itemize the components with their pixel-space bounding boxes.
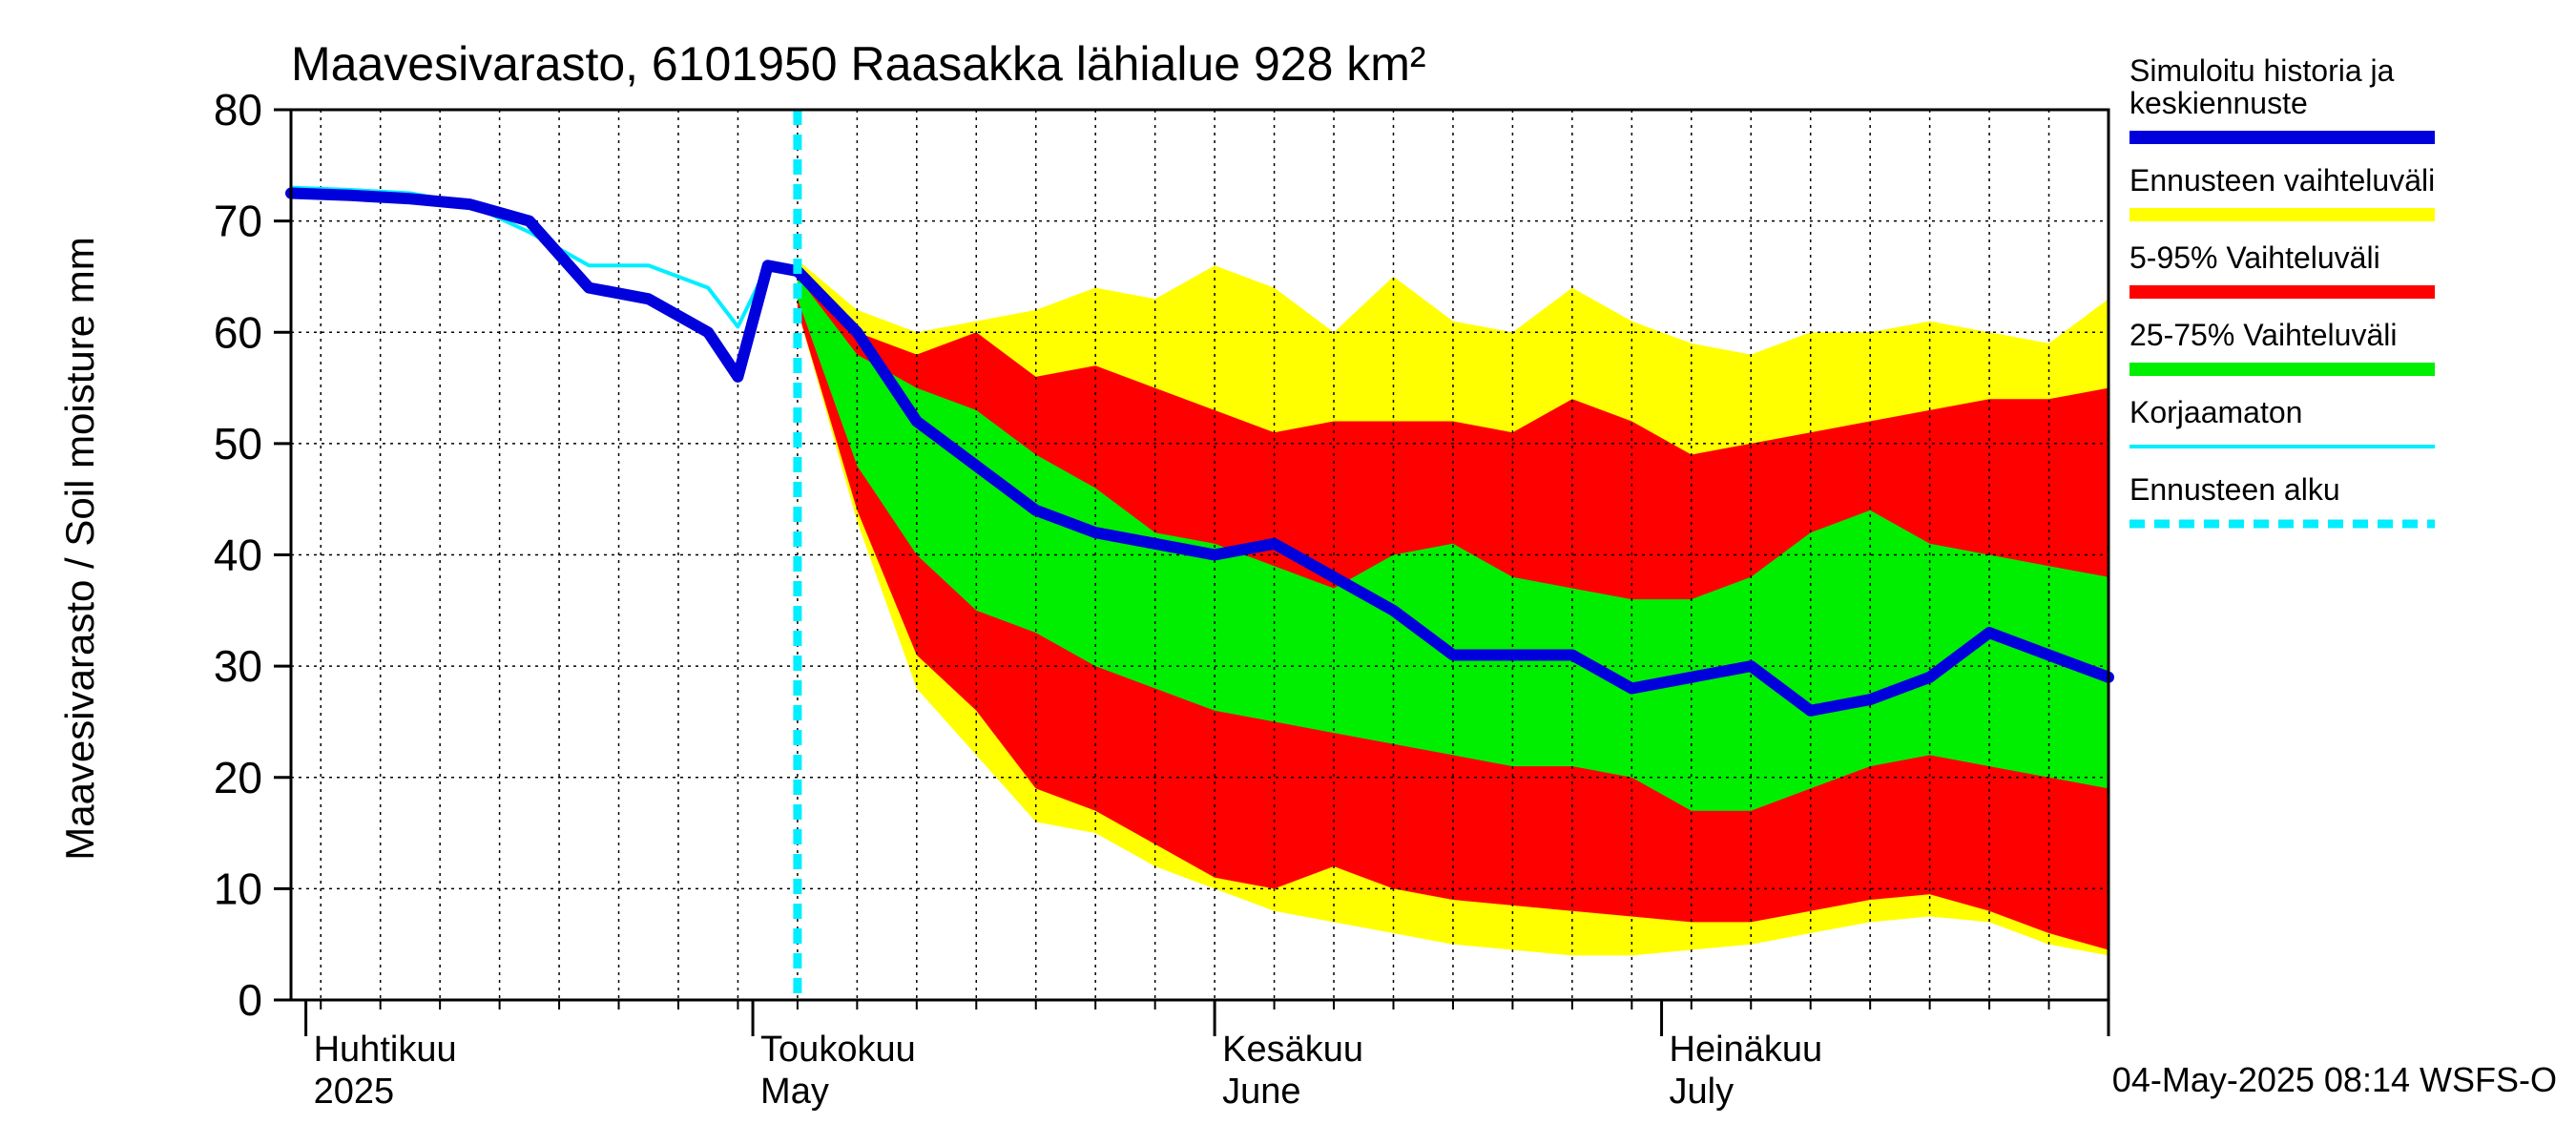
legend-label: Simuloitu historia ja xyxy=(2129,53,2395,88)
y-tick-label: 30 xyxy=(214,641,262,691)
x-month-label: Toukokuu xyxy=(760,1030,916,1070)
y-tick-label: 80 xyxy=(214,85,262,135)
chart-title: Maavesivarasto, 6101950 Raasakka lähialu… xyxy=(291,37,1426,91)
y-tick-label: 40 xyxy=(214,531,262,580)
x-month-label: Huhtikuu xyxy=(314,1030,457,1070)
grid-layer xyxy=(291,110,2109,1000)
y-axis-label: Maavesivarasto / Soil moisture mm xyxy=(57,237,102,861)
legend-item-4: Korjaamaton xyxy=(2129,395,2435,448)
band-25-75 xyxy=(797,276,2109,811)
legend-item-1: Ennusteen vaihteluväli xyxy=(2129,163,2435,221)
legend-label: Ennusteen alku xyxy=(2129,472,2340,507)
y-tick-label: 60 xyxy=(214,307,262,357)
series-korjaamaton xyxy=(290,185,799,329)
y-tick-label: 70 xyxy=(214,197,262,246)
x-month-label: Heinäkuu xyxy=(1670,1030,1823,1070)
legend-label: 5-95% Vaihteluväli xyxy=(2129,240,2380,275)
legend-item-3: 25-75% Vaihteluväli xyxy=(2129,318,2435,376)
series-simulated-mean xyxy=(285,187,2114,717)
x-month-sublabel: July xyxy=(1670,1072,1735,1112)
legend-item-2: 5-95% Vaihteluväli xyxy=(2129,240,2435,299)
legend-label: keskiennuste xyxy=(2129,86,2308,120)
y-tick-label: 10 xyxy=(214,864,262,913)
x-month-label: Kesäkuu xyxy=(1222,1030,1363,1070)
series-layer xyxy=(285,110,2114,1002)
legend-item-5: Ennusteen alku xyxy=(2129,472,2435,529)
legend-label: Ennusteen vaihteluväli xyxy=(2129,163,2435,198)
x-month-sublabel: 2025 xyxy=(314,1072,395,1112)
legend-label: 25-75% Vaihteluväli xyxy=(2129,318,2397,352)
x-month-sublabel: June xyxy=(1222,1072,1300,1112)
y-tick-label: 0 xyxy=(238,975,262,1025)
y-tick-label: 20 xyxy=(214,753,262,802)
x-month-sublabel: May xyxy=(760,1072,829,1112)
legend-label: Korjaamaton xyxy=(2129,395,2302,429)
footer-timestamp: 04-May-2025 08:14 WSFS-O xyxy=(2112,1060,2557,1099)
y-tick-label: 50 xyxy=(214,419,262,468)
